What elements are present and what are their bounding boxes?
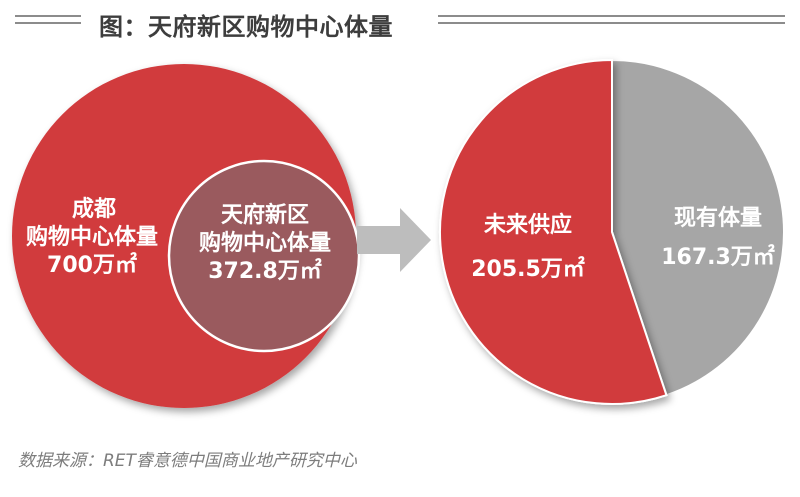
venn-group: 成都 购物中心体量 700万㎡ 天府新区 购物中心体量 372.8万㎡ — [12, 64, 361, 408]
pie-labels: 未来供应 205.5万㎡ 现有体量 167.3万㎡ — [471, 205, 775, 282]
subset-volume-circle — [167, 159, 361, 353]
total-value-label: 700万㎡ — [47, 252, 137, 278]
subset-value-label: 372.8万㎡ — [208, 258, 322, 284]
total-label-line1: 成都 — [72, 197, 116, 222]
pie-slice-value: 167.3万㎡ — [661, 244, 775, 270]
chart-header: 图：天府新区购物中心体量 — [0, 0, 800, 50]
pie-slice-label: 未来供应 — [484, 212, 572, 238]
title-rule-right-top — [438, 15, 785, 17]
pie-slice-label: 现有体量 — [674, 205, 762, 231]
title-rule-right-bottom — [438, 22, 785, 24]
pie-slice-existing-volume — [611, 58, 785, 397]
subset-label-line2: 购物中心体量 — [199, 230, 331, 256]
data-source-note: 数据来源：RET睿意德中国商业地产研究中心 — [18, 451, 357, 471]
title-rule-left-top — [15, 15, 81, 17]
subset-label-line1: 天府新区 — [221, 202, 309, 228]
arrow-right-icon — [357, 208, 431, 272]
pie-group — [439, 58, 785, 405]
title-rule-left-bottom — [15, 22, 81, 24]
pie-slice-future-supply — [439, 58, 668, 405]
chart-title: 图：天府新区购物中心体量 — [99, 13, 393, 41]
pie-slice-value: 205.5万㎡ — [471, 256, 585, 282]
total-label-line2: 购物中心体量 — [26, 224, 158, 250]
